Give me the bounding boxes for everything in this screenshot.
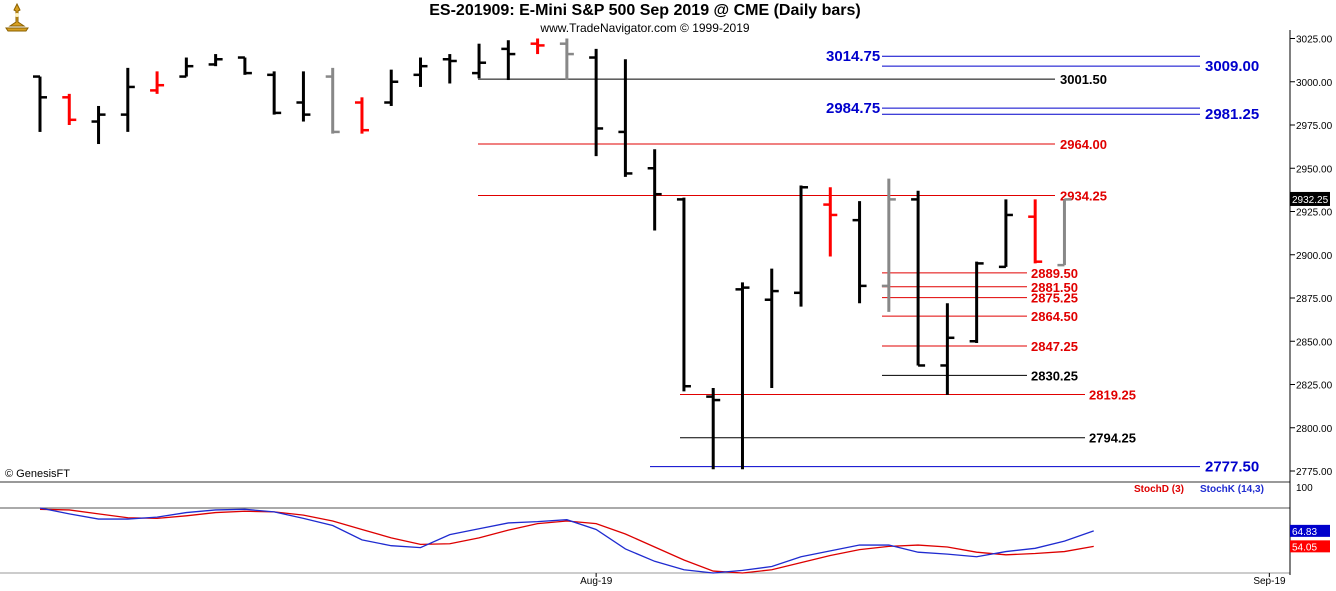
price-axis-tick-label: 2950.00: [1296, 164, 1333, 175]
date-axis-label: Sep-19: [1253, 576, 1286, 587]
panel-frames: [0, 30, 1291, 575]
legend-stoch-d: StochD (3): [1134, 484, 1184, 495]
level-label: 2830.25: [1031, 368, 1078, 383]
level-label: 3009.00: [1205, 58, 1259, 75]
credit-text: © GenesisFT: [5, 468, 70, 480]
price-axis-tick-label: 2975.00: [1296, 121, 1333, 132]
stoch-line: [39, 507, 1094, 574]
level-label: 2864.50: [1031, 309, 1078, 324]
level-label: 2964.00: [1060, 137, 1107, 152]
date-axis-label: Aug-19: [580, 576, 613, 587]
stoch-line: [39, 508, 1094, 574]
price-axis-tick-label: 3025.00: [1296, 35, 1333, 46]
stochastic-panel: StochD (3) StochK (14,3): [39, 484, 1264, 574]
price-axis[interactable]: 3025.00 3000.00 2975.00 2950.00 2925.00 2900.…: [580, 35, 1332, 588]
level-label: 2889.50: [1031, 266, 1078, 281]
price-axis-tick-label: 3000.00: [1296, 78, 1333, 89]
chart-subtitle: www.TradeNavigator.com © 1999-2019: [540, 21, 750, 35]
price-axis-tick-label: 2850.00: [1296, 337, 1333, 348]
stoch-axis-tick-label: 100: [1296, 483, 1313, 494]
level-label: 2881.50: [1031, 280, 1078, 295]
price-bars: [33, 38, 1072, 470]
stoch-k-badge: [1290, 524, 1330, 537]
price-axis-tick-label: 2925.00: [1296, 208, 1333, 219]
stoch-d-value: 54.05: [1292, 542, 1317, 553]
support-resistance-levels: 3014.75 3009.00 3001.50 2984.75 2981.25 2964.…: [478, 48, 1259, 476]
level-label: 2981.25: [1205, 106, 1259, 123]
chart-title: ES-201909: E-Mini S&P 500 Sep 2019 @ CME…: [429, 2, 861, 19]
level-label: 2934.25: [1060, 188, 1107, 203]
price-axis-tick-label: 2825.00: [1296, 381, 1333, 392]
stoch-k-value: 64.83: [1292, 527, 1317, 538]
legend-stoch-k: StochK (14,3): [1200, 484, 1264, 495]
trade-navigator-logo-icon: [2, 2, 32, 32]
level-label: 2847.25: [1031, 339, 1078, 354]
price-axis-tick-label: 2875.00: [1296, 294, 1333, 305]
price-axis-tick-label: 2775.00: [1296, 467, 1333, 478]
level-label: 3001.50: [1060, 72, 1107, 87]
level-label: 2984.75: [826, 100, 880, 117]
stoch-d-badge: [1290, 540, 1330, 553]
level-label: 2794.25: [1089, 431, 1136, 446]
level-label: 2777.50: [1205, 459, 1259, 476]
level-label: 2819.25: [1089, 387, 1136, 402]
level-label: 3014.75: [826, 48, 880, 65]
last-price-label: 2932.25: [1292, 195, 1329, 206]
level-label: 2875.25: [1031, 291, 1078, 306]
price-axis-tick-label: 2800.00: [1296, 424, 1333, 435]
last-price-badge: [1290, 191, 1330, 206]
price-axis-tick-label: 2900.00: [1296, 251, 1333, 262]
